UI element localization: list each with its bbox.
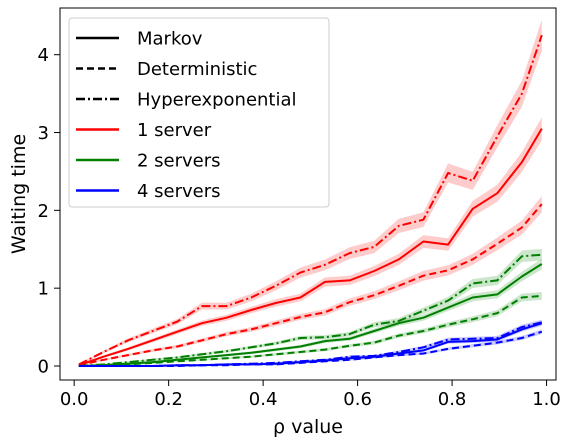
y-tick-label: 1 xyxy=(38,279,49,300)
y-tick-label: 4 xyxy=(38,45,49,66)
legend-label: Hyperexponential xyxy=(137,90,297,111)
series-lines xyxy=(78,34,543,367)
line-1-server-markov xyxy=(78,128,543,367)
line-4-server-hyperexponential xyxy=(78,321,543,367)
line-2-server-deterministic xyxy=(78,294,542,367)
y-tick-label: 0 xyxy=(38,356,49,377)
x-axis-ticks: 0.0 0.2 0.4 0.6 0.8 1.0 xyxy=(60,380,561,410)
x-tick-label: 0.6 xyxy=(343,389,372,410)
band-4-server-deterministic xyxy=(78,329,542,367)
line-4-server-deterministic xyxy=(78,330,543,367)
x-tick-label: 0.0 xyxy=(60,389,89,410)
x-tick-label: 1.0 xyxy=(532,389,561,410)
band-4-server-markov xyxy=(78,320,542,367)
plot-frame xyxy=(59,7,557,381)
y-tick-label: 3 xyxy=(38,123,49,144)
y-axis-ticks: 0 1 2 3 4 xyxy=(38,45,60,377)
x-axis-label: ρ value xyxy=(273,416,343,438)
line-1-server-deterministic xyxy=(78,203,543,367)
x-tick-label: 0.8 xyxy=(438,389,467,410)
line-1-server-hyperexponential xyxy=(78,34,543,366)
legend-label: Markov xyxy=(137,29,203,50)
x-tick-label: 0.4 xyxy=(249,389,278,410)
x-tick-label: 0.2 xyxy=(154,389,183,410)
y-tick-label: 2 xyxy=(38,201,49,222)
legend-box xyxy=(68,17,330,208)
legend-label: 2 servers xyxy=(137,151,221,172)
legend-label: 1 server xyxy=(137,120,212,141)
legend-label: Deterministic xyxy=(137,59,257,80)
legend: Markov Deterministic Hyperexponential 1 ser… xyxy=(68,17,330,208)
y-axis-label: Waiting time xyxy=(8,134,30,254)
band-2-server-deterministic xyxy=(78,292,542,367)
legend-label: 4 servers xyxy=(137,181,221,202)
